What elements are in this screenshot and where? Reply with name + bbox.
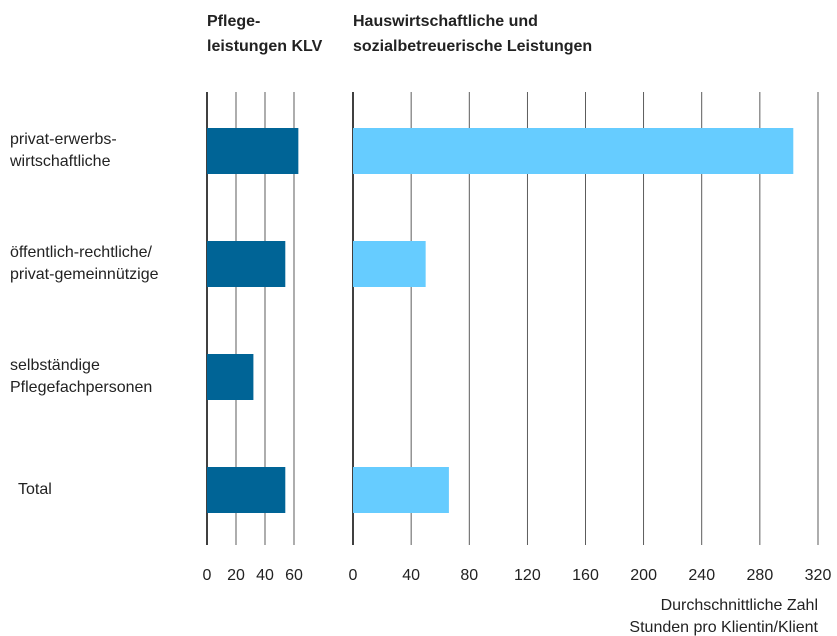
x-tick-label: 80 <box>460 567 478 584</box>
category-label: Total <box>18 481 52 498</box>
x-tick-label: 160 <box>572 567 599 584</box>
x-tick-label: 20 <box>227 567 245 584</box>
x-tick-label: 320 <box>805 567 832 584</box>
panel-title: Pflege-leistungen KLV <box>207 13 323 55</box>
bar <box>207 354 254 400</box>
bar <box>353 467 449 513</box>
x-tick-label: 280 <box>747 567 774 584</box>
bar <box>207 467 286 513</box>
x-tick-label: 60 <box>285 567 303 584</box>
bar <box>207 128 299 174</box>
category-label: öffentlich-rechtliche/privat-gemeinnützi… <box>10 244 159 283</box>
category-label: selbständige Pflegefachpersonen <box>10 357 152 396</box>
bar <box>353 128 794 174</box>
bar <box>353 241 426 287</box>
x-tick-label: 0 <box>203 567 212 584</box>
bar <box>207 241 286 287</box>
x-tick-label: 40 <box>402 567 420 584</box>
x-tick-label: 0 <box>349 567 358 584</box>
x-tick-label: 200 <box>630 567 657 584</box>
x-tick-label: 40 <box>256 567 274 584</box>
x-tick-label: 120 <box>514 567 541 584</box>
category-label: privat-erwerbs-wirtschaftliche <box>9 131 117 170</box>
x-tick-label: 240 <box>688 567 715 584</box>
x-axis-label: Durchschnittliche Zahl Stunden pro Klient… <box>629 597 818 636</box>
panel-title: Hauswirtschaftliche und sozialbetreuerisc… <box>353 13 592 55</box>
